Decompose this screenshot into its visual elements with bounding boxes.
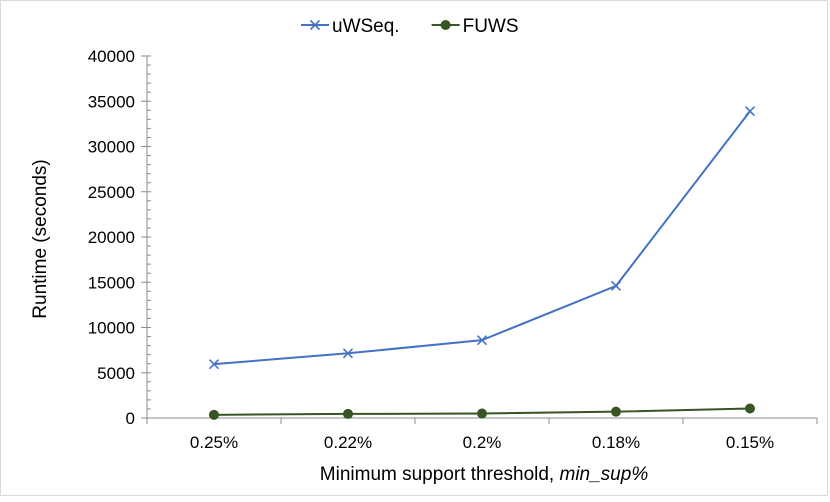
x-mark-stroke <box>610 280 622 291</box>
data-point-fuws <box>745 403 755 414</box>
y-tick-label: 35000 <box>88 92 135 111</box>
y-axis-title: Runtime (seconds) <box>30 159 51 318</box>
data-point-fuws <box>209 409 219 420</box>
x-axis: 0.25% 0.22% 0.2% 0.18% 0.15% <box>146 417 818 452</box>
x-mark-stroke <box>309 19 321 31</box>
data-point-uwseq <box>610 280 622 291</box>
legend: uWSeq. FUWS <box>301 16 519 37</box>
x-tick-label: 0.18% <box>592 433 640 452</box>
legend-marker-uwseq <box>309 19 321 31</box>
data-point-fuws <box>477 408 487 419</box>
y-tick-label: 5000 <box>97 364 135 383</box>
y-axis: 0 5000 10000 15000 20000 25000 30000 35000 40000 <box>88 47 151 428</box>
x-tick-label: 0.15% <box>726 433 774 452</box>
y-tick-label: 20000 <box>88 228 135 247</box>
plot-area <box>208 106 756 420</box>
x-tick-label: 0.25% <box>190 433 238 452</box>
x-mark-stroke <box>744 106 756 117</box>
x-axis-title-prefix: Minimum support threshold, <box>320 464 560 485</box>
x-tick-label: 0.22% <box>324 433 372 452</box>
y-tick-label: 10000 <box>88 319 135 338</box>
y-tick-label: 15000 <box>88 273 135 292</box>
x-mark-stroke <box>208 359 220 370</box>
data-point-fuws <box>611 406 621 417</box>
x-axis-title-italic: min_sup% <box>560 464 649 485</box>
series-line-uwseq <box>213 110 751 366</box>
legend-marker-fuws <box>440 20 451 30</box>
x-tick-label: 0.2% <box>463 433 502 452</box>
x-mark-stroke <box>342 348 354 359</box>
y-tick-label: 25000 <box>88 183 135 202</box>
legend-item-uwseq: uWSeq. <box>301 16 400 37</box>
legend-label: FUWS <box>463 16 519 37</box>
data-point-uwseq <box>476 335 488 346</box>
y-tick-label: 0 <box>126 409 135 428</box>
x-mark-stroke <box>476 335 488 346</box>
data-point-fuws <box>343 408 353 419</box>
data-point-uwseq <box>342 348 354 359</box>
legend-item-fuws: FUWS <box>431 16 519 37</box>
legend-label: uWSeq. <box>332 16 400 37</box>
y-tick-label: 40000 <box>88 47 135 66</box>
data-point-uwseq <box>208 359 220 370</box>
y-tick-label: 30000 <box>88 138 135 157</box>
data-point-uwseq <box>744 106 756 117</box>
x-axis-title: Minimum support threshold, min_sup% <box>320 464 649 485</box>
